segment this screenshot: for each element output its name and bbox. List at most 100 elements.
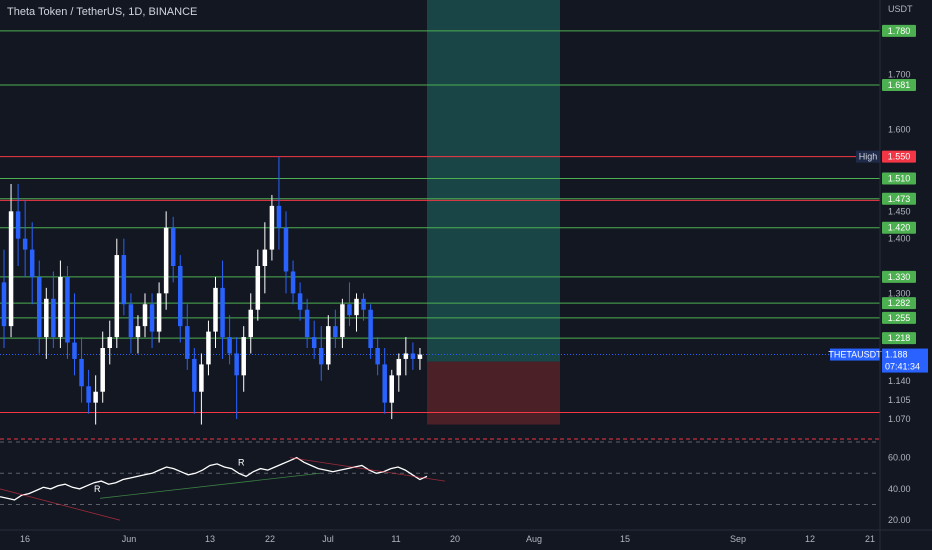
level-label-3: 1.510: [888, 174, 911, 184]
candle-body-51: [361, 298, 366, 310]
candle-body-9: [65, 276, 70, 343]
position-zone: [427, 0, 560, 425]
candle-body-45: [319, 348, 324, 365]
candle-body-2: [15, 211, 21, 239]
candle-body-48: [340, 304, 345, 338]
candle-body-17: [121, 255, 127, 305]
level-label-4: 1.473: [888, 194, 911, 204]
candle-body-13: [93, 391, 98, 403]
level-tag-7: [882, 297, 916, 310]
candle-body-1: [8, 211, 14, 327]
high-tag-label: High: [859, 152, 878, 162]
candle-body-16: [114, 255, 120, 338]
candle-body-32: [227, 337, 232, 354]
price-tick-2: 1.450: [888, 206, 911, 216]
rsi-divergence-line-1: [0, 488, 121, 521]
loss-zone: [427, 361, 560, 425]
candle-body-33: [234, 353, 239, 376]
rsi-line: [0, 456, 428, 501]
rsi-tick-1: 40.00: [888, 484, 911, 494]
time-tick-1: Jun: [122, 534, 137, 544]
level-tag-5: [882, 221, 916, 234]
candle-body-55: [389, 375, 394, 403]
candle-body-27: [192, 358, 197, 392]
candle-body-24: [170, 227, 176, 266]
countdown-label: 07:41:34: [885, 362, 920, 372]
rsi-annotation-2: R: [238, 457, 245, 467]
level-label-1: 1.681: [888, 80, 911, 90]
candle-body-20: [142, 304, 148, 327]
level-tag-2: [882, 150, 916, 163]
candle-body-34: [241, 337, 246, 376]
candle-body-49: [347, 304, 352, 316]
price-tick-6: 1.105: [888, 395, 911, 405]
time-tick-7: Aug: [526, 534, 542, 544]
candle-body-21: [149, 304, 155, 332]
candle-body-47: [333, 326, 338, 338]
level-tag-6: [882, 270, 916, 283]
price-tick-3: 1.400: [888, 234, 911, 244]
level-label-9: 1.218: [888, 333, 911, 343]
time-tick-6: 20: [450, 534, 460, 544]
level-label-8: 1.255: [888, 313, 911, 323]
candle-body-42: [297, 293, 303, 310]
rsi-divergence-line-2: [99, 472, 321, 499]
symbol-tag-label: THETAUSDT: [828, 350, 882, 360]
symbol-tag: [830, 348, 880, 361]
level-label-7: 1.282: [888, 298, 911, 308]
level-tag-1: [882, 79, 916, 92]
level-label-6: 1.330: [888, 272, 911, 282]
candle-body-35: [248, 309, 253, 338]
candle-body-29: [206, 331, 211, 365]
candle-body-38: [269, 205, 275, 250]
candlesticks: [1, 156, 423, 425]
price-levels: 1.780 1.681 1.550 High 1.510 1.473 1.420 1.330 1…: [0, 24, 928, 414]
candle-body-6: [44, 298, 49, 338]
price-tick-4: 1.300: [888, 288, 911, 298]
candle-body-43: [304, 309, 310, 338]
candle-body-58: [410, 353, 416, 359]
candle-body-53: [375, 348, 380, 365]
candle-body-12: [86, 386, 91, 403]
time-tick-9: Sep: [730, 534, 746, 544]
time-tick-11: 21: [865, 534, 875, 544]
candle-body-7: [51, 298, 56, 338]
time-tick-8: 15: [620, 534, 630, 544]
current-price-tag: [882, 348, 928, 373]
candle-body-50: [354, 298, 359, 316]
current-price-label: 1.188: [885, 350, 908, 360]
time-tick-0: 16: [20, 534, 30, 544]
candle-body-3: [22, 238, 28, 250]
candle-body-52: [368, 309, 373, 348]
candle-body-4: [29, 249, 35, 277]
candle-body-15: [107, 337, 112, 348]
candle-body-5: [37, 276, 42, 338]
candle-body-14: [100, 348, 105, 392]
high-tag: [856, 150, 880, 163]
rsi-annotation-1: R: [94, 484, 101, 494]
candle-body-59: [417, 354, 423, 359]
candle-body-39: [276, 205, 282, 228]
candle-body-41: [290, 271, 296, 294]
candle-body-57: [403, 353, 409, 359]
level-label-5: 1.420: [888, 223, 911, 233]
time-tick-2: 13: [205, 534, 215, 544]
level-tag-8: [882, 311, 916, 324]
level-tag-4: [882, 192, 916, 205]
candle-body-31: [220, 287, 225, 338]
candle-body-8: [58, 276, 63, 338]
time-tick-4: Jul: [322, 534, 334, 544]
price-axis-unit: USDT: [888, 4, 913, 14]
candle-body-40: [283, 227, 289, 272]
candle-body-46: [326, 326, 331, 365]
rsi-tick-0: 60.00: [888, 453, 911, 463]
time-tick-10: 12: [805, 534, 815, 544]
price-tick-7: 1.070: [888, 414, 911, 424]
time-tick-3: 22: [265, 534, 275, 544]
candle-body-37: [262, 249, 268, 266]
candle-body-44: [311, 337, 317, 348]
candle-body-18: [128, 304, 134, 338]
candle-body-23: [163, 227, 169, 294]
